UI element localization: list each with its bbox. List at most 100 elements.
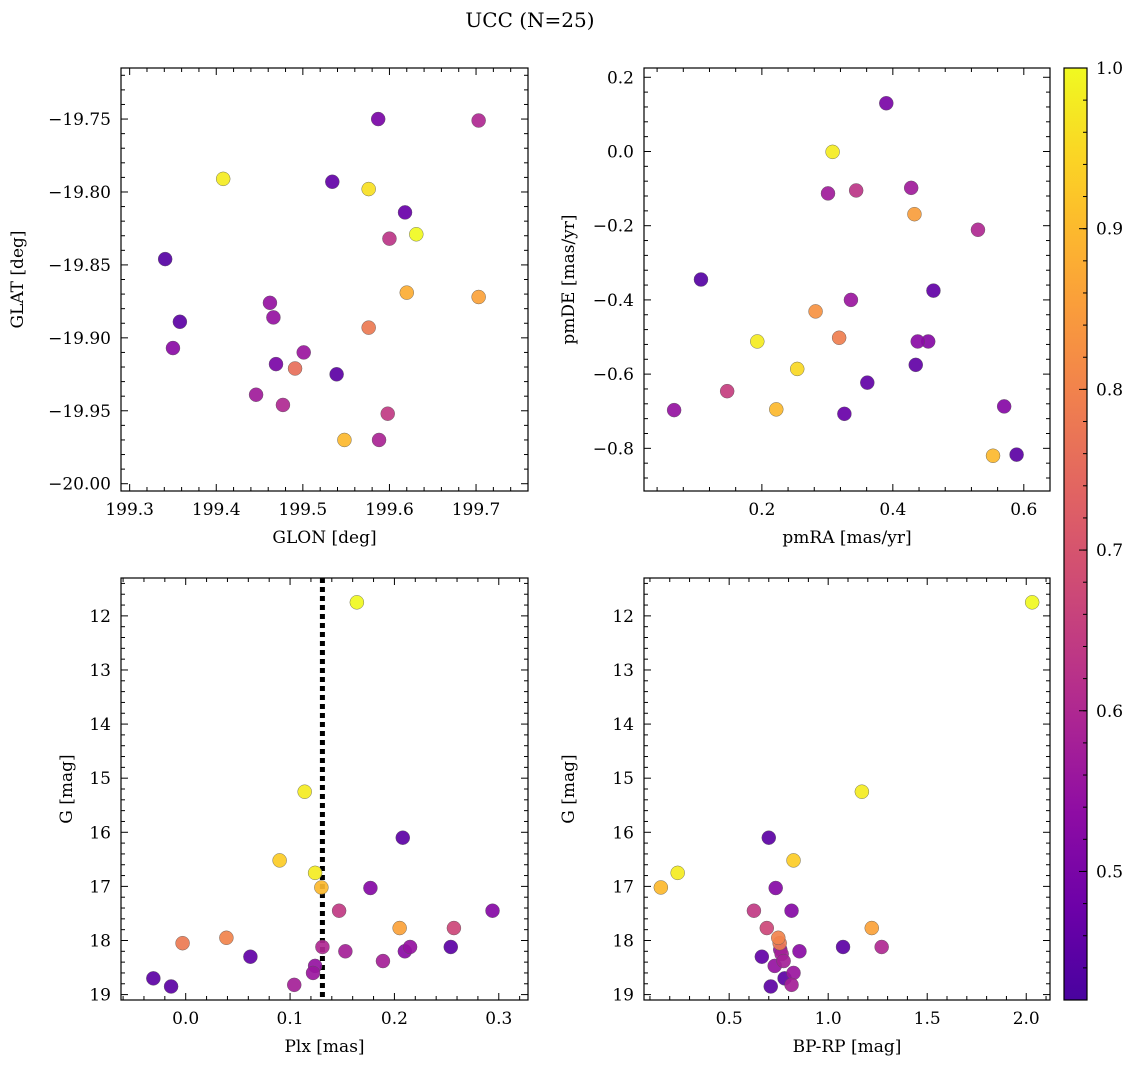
- colorbar-tick-label: 1.0: [1096, 59, 1123, 79]
- data-point: [670, 865, 685, 881]
- data-point: [769, 402, 784, 417]
- x-tick-label: 199.5: [279, 500, 328, 520]
- y-tick-label: 14: [612, 715, 634, 735]
- data-point: [761, 830, 776, 845]
- data-point: [471, 113, 486, 128]
- panel-1: 199.3 199.4 199.5 199.6 199.7 −19.75 −19.80 −19…: [8, 67, 529, 548]
- data-point: [395, 830, 410, 845]
- data-point: [165, 340, 181, 356]
- data-point: [843, 292, 859, 308]
- data-point: [653, 880, 669, 895]
- plot-frame: [120, 67, 529, 492]
- figure-title: UCC (N=25): [465, 8, 594, 32]
- x-axis-label: Plx [mas]: [284, 1037, 364, 1057]
- y-tick-label: −19.85: [48, 256, 111, 276]
- data-point: [157, 251, 173, 267]
- y-tick-label: 15: [612, 769, 634, 789]
- x-tick-label: 1.5: [914, 1009, 941, 1029]
- data-point: [219, 930, 234, 945]
- y-tick-label: 14: [89, 715, 111, 735]
- colorbar: 0.5 0.6 0.7 0.8 0.9 1.0: [1063, 59, 1123, 1001]
- x-tick-label: 0.1: [277, 1009, 304, 1029]
- data-point: [287, 977, 302, 993]
- data-point: [215, 171, 231, 187]
- data-point: [666, 402, 682, 418]
- data-point: [763, 979, 778, 994]
- y-tick-label: −19.95: [48, 402, 111, 422]
- data-point: [375, 953, 391, 969]
- panel-2: 0.2 0.4 0.6 0.2 0.0 −0.2 −0.4 −0.6 −0.8 pmRA [mas…: [559, 67, 1051, 548]
- x-tick-label: 0.4: [879, 500, 906, 520]
- data-point: [874, 939, 889, 955]
- data-point: [808, 304, 823, 319]
- data-point: [307, 865, 323, 881]
- data-point: [1024, 595, 1040, 610]
- data-point: [771, 930, 786, 945]
- y-tick-label: 19: [612, 986, 634, 1006]
- y-tick-label: 15: [89, 769, 111, 789]
- data-point: [266, 310, 281, 325]
- y-tick-label: −20.00: [48, 475, 111, 495]
- y-tick-label: −0.2: [593, 217, 634, 237]
- data-point: [790, 361, 805, 377]
- data-point: [337, 432, 352, 448]
- y-axis-label: G [mag]: [559, 754, 579, 823]
- data-point: [996, 399, 1012, 414]
- x-tick-label: 0.2: [748, 500, 775, 520]
- x-axis-label: BP-RP [mag]: [793, 1037, 902, 1057]
- x-tick-label: 0.5: [716, 1009, 743, 1029]
- colorbar-gradient: [1063, 67, 1088, 1001]
- data-point: [272, 853, 287, 868]
- data-point: [370, 111, 386, 127]
- data-point: [831, 330, 847, 345]
- data-point: [443, 939, 458, 955]
- y-tick-label: −19.90: [48, 329, 111, 349]
- data-point: [759, 920, 774, 936]
- data-point: [784, 977, 799, 993]
- data-point: [879, 96, 894, 111]
- y-axis-label: GLAT [deg]: [8, 230, 28, 328]
- y-axis-label: G [mag]: [57, 754, 77, 823]
- data-point: [296, 345, 311, 360]
- x-axis-label: GLON [deg]: [272, 528, 376, 548]
- data-point: [402, 939, 418, 955]
- data-point: [382, 231, 397, 246]
- data-point: [243, 949, 258, 964]
- plot-frame: [643, 67, 1051, 492]
- x-tick-label: 1.0: [815, 1009, 842, 1029]
- data-point: [864, 920, 879, 936]
- colorbar-tick-label: 0.6: [1096, 702, 1123, 722]
- data-point: [446, 920, 462, 936]
- data-point: [399, 285, 414, 300]
- data-point: [786, 965, 801, 981]
- data-point: [860, 375, 875, 390]
- data-point: [314, 880, 329, 895]
- y-tick-label: 0.0: [607, 142, 634, 162]
- data-point: [397, 205, 413, 220]
- data-point: [719, 383, 735, 399]
- y-tick-label: 12: [612, 607, 634, 627]
- data-point: [854, 784, 870, 799]
- data-point: [848, 183, 864, 198]
- x-tick-label: 199.4: [192, 500, 241, 520]
- y-tick-label: −19.80: [48, 183, 111, 203]
- data-point: [175, 935, 190, 951]
- data-point: [985, 448, 1001, 463]
- y-tick-label: −0.8: [593, 439, 634, 459]
- y-tick-label: 13: [612, 661, 634, 681]
- data-point: [835, 939, 851, 955]
- y-tick-label: 12: [89, 607, 111, 627]
- data-point: [380, 406, 395, 421]
- data-point: [262, 295, 278, 311]
- x-tick-label: 199.7: [452, 500, 501, 520]
- colorbar-tick-label: 0.7: [1096, 541, 1123, 561]
- data-point: [371, 432, 387, 448]
- panel-4: 0.5 1.0 1.5 2.0 12 13 14 15 16 17 18 19 BP-RP [mag] G…: [559, 577, 1051, 1057]
- data-point: [297, 784, 312, 799]
- y-tick-label: 18: [89, 931, 111, 951]
- data-point: [268, 356, 284, 372]
- x-tick-label: 199.3: [105, 500, 154, 520]
- data-point: [361, 320, 376, 335]
- data-point: [329, 367, 344, 382]
